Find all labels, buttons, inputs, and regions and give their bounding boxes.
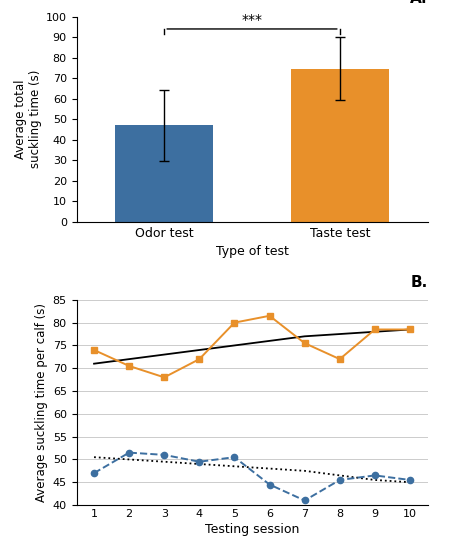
- Y-axis label: Average total
suckling time (s): Average total suckling time (s): [14, 70, 41, 169]
- X-axis label: Testing session: Testing session: [205, 523, 299, 536]
- Text: ***: ***: [242, 13, 262, 27]
- Y-axis label: Average suckling time per calf (s): Average suckling time per calf (s): [36, 303, 49, 502]
- X-axis label: Type of test: Type of test: [216, 245, 288, 258]
- Bar: [115, 125, 213, 222]
- Bar: [291, 69, 389, 222]
- Text: B.: B.: [410, 275, 428, 290]
- Text: A.: A.: [410, 0, 427, 7]
